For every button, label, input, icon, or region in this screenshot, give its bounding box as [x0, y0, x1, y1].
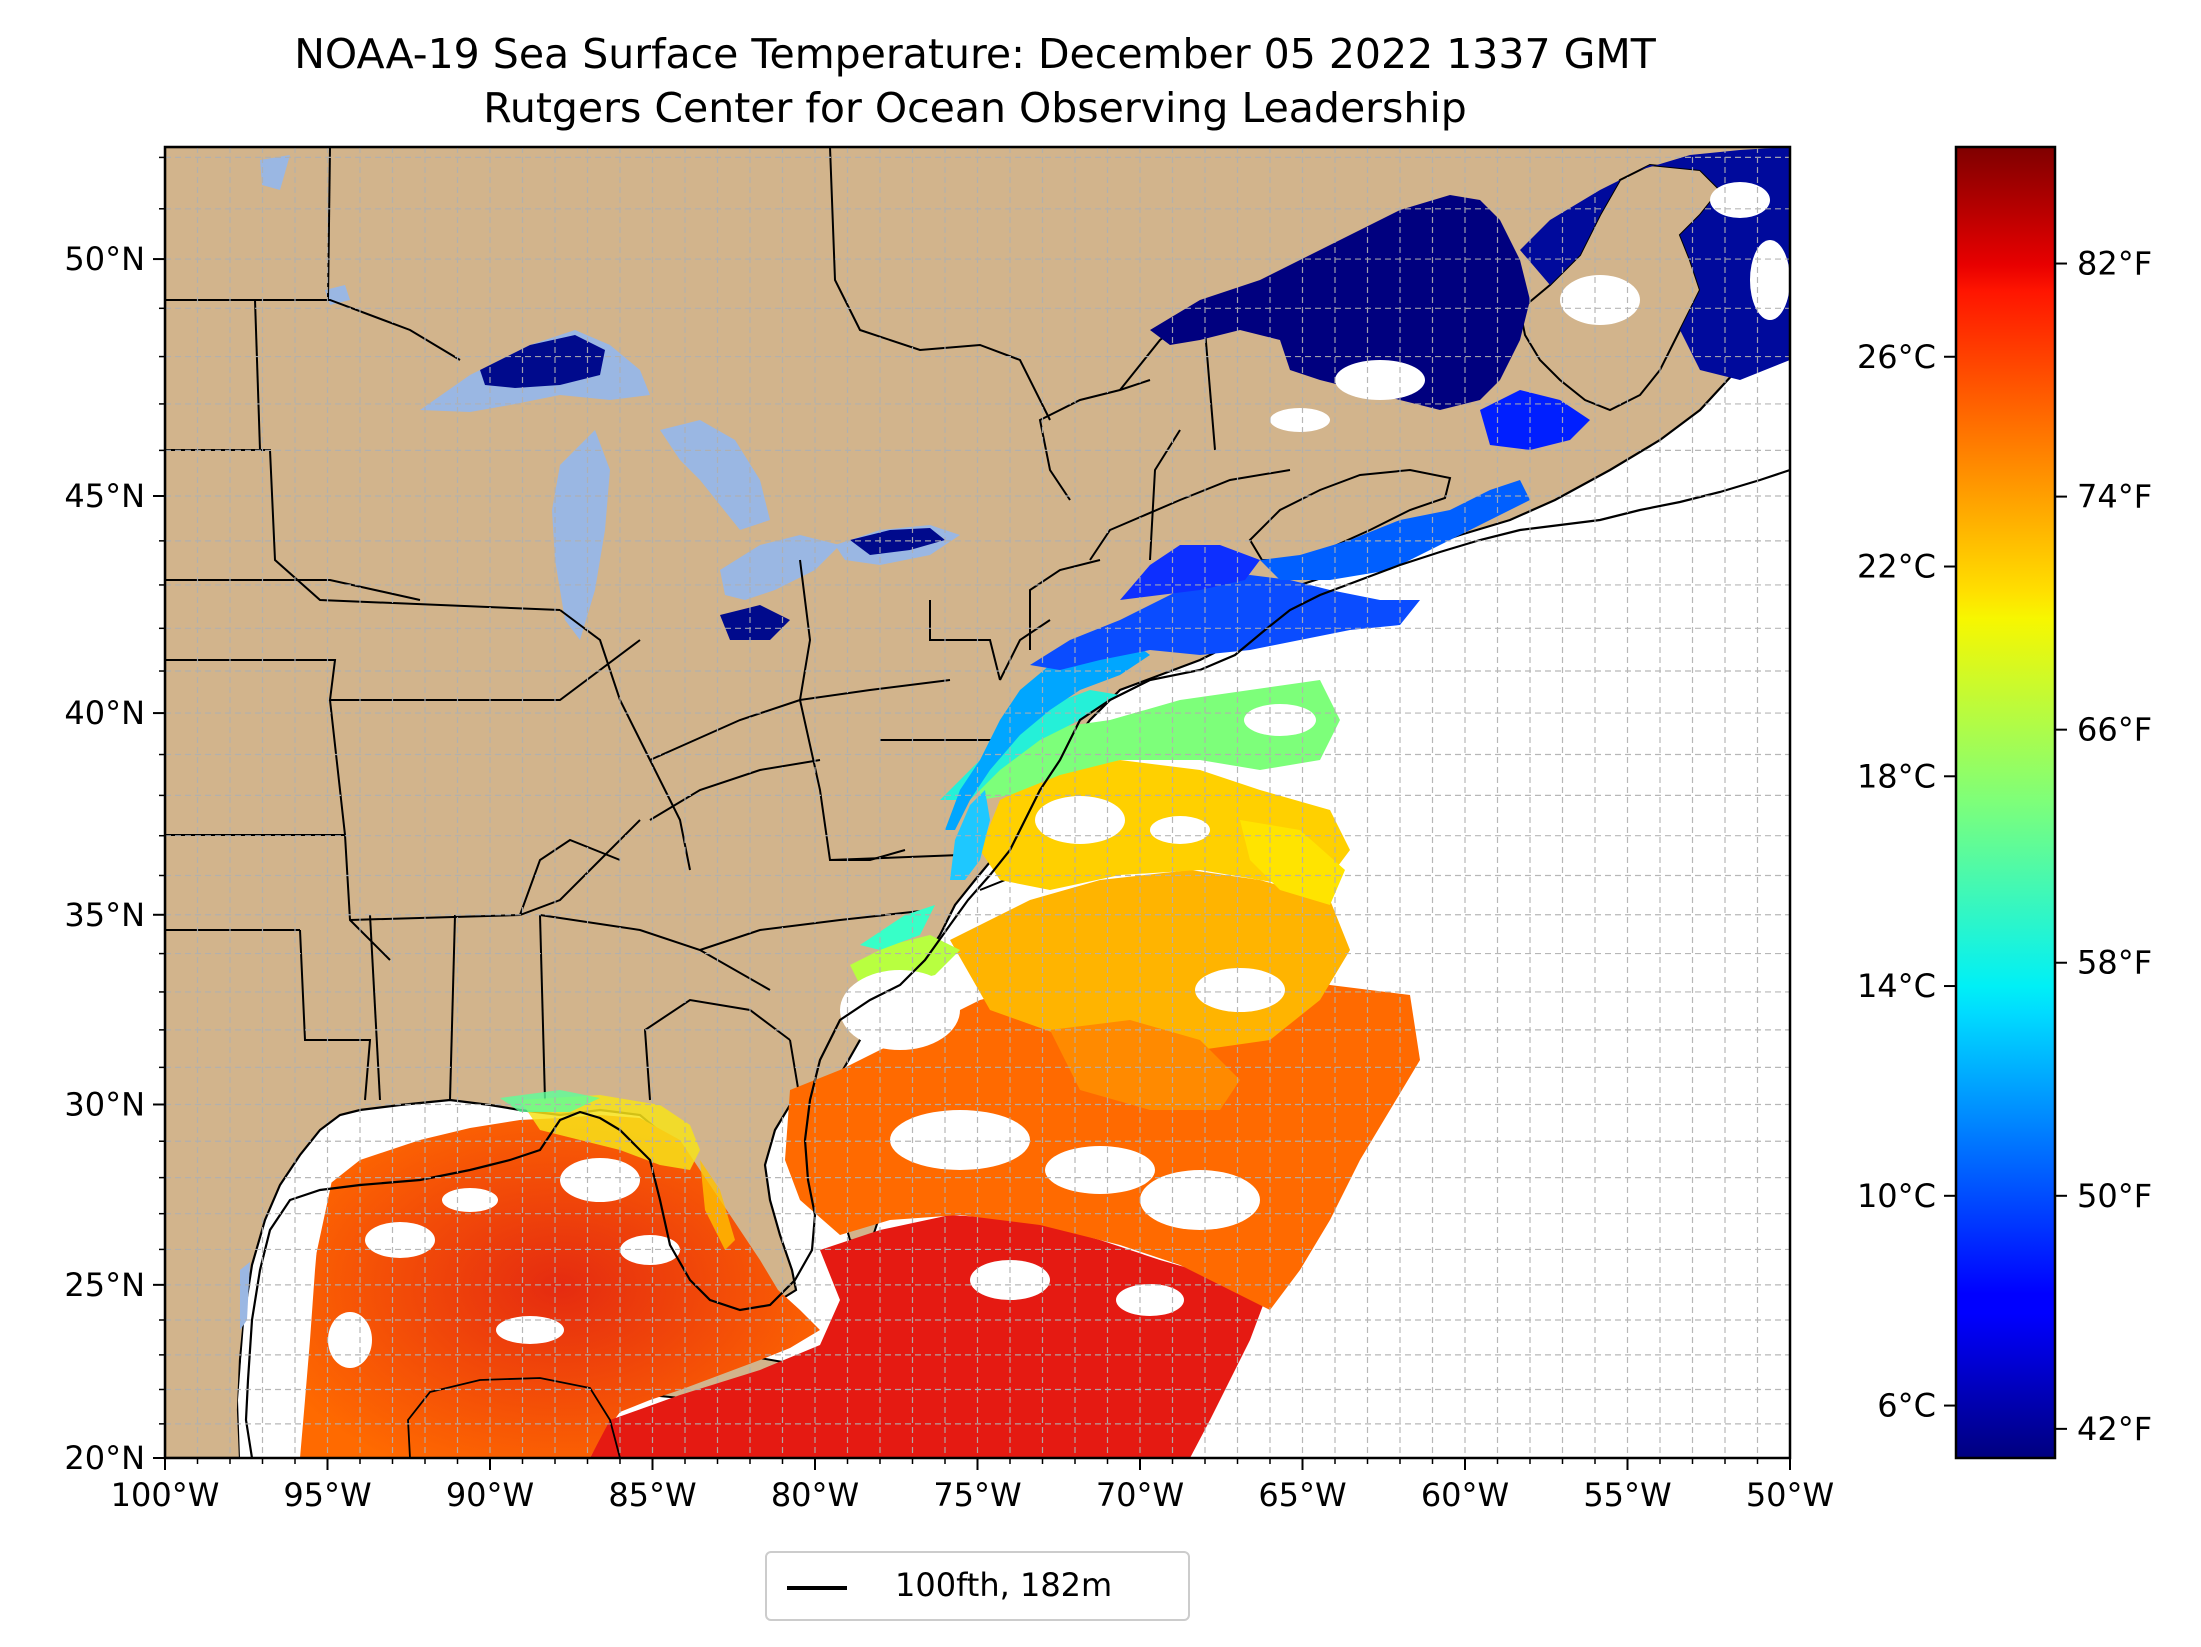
chart-title: NOAA-19 Sea Surface Temperature: Decembe…: [294, 30, 1656, 78]
fahrenheit-tick-label: 50°F: [2077, 1177, 2152, 1215]
fahrenheit-tick-label: 66°F: [2077, 711, 2152, 749]
x-tick-label: 90°W: [446, 1476, 534, 1514]
map-legend: 100fth, 182m: [765, 1551, 1190, 1621]
x-tick-label: 65°W: [1258, 1476, 1346, 1514]
y-tick-label: 45°N: [64, 477, 145, 515]
y-tick-label: 30°N: [64, 1085, 145, 1123]
y-tick-label: 25°N: [64, 1266, 145, 1304]
x-tick-label: 95°W: [283, 1476, 371, 1514]
celsius-tick-label: 18°C: [1857, 757, 1936, 795]
celsius-tick-label: 22°C: [1857, 548, 1936, 586]
celsius-tick-label: 26°C: [1857, 338, 1936, 376]
x-tick-label: 55°W: [1583, 1476, 1671, 1514]
x-tick-label: 100°W: [111, 1476, 220, 1514]
x-tick-label: 70°W: [1096, 1476, 1184, 1514]
y-tick-label: 20°N: [64, 1439, 145, 1477]
isobath-100fth: [244, 468, 1790, 1458]
map-grid: [165, 147, 1790, 1458]
celsius-tick-label: 10°C: [1857, 1177, 1936, 1215]
fahrenheit-tick-label: 82°F: [2077, 245, 2152, 283]
x-tick-label: 80°W: [771, 1476, 859, 1514]
x-tick-label: 50°W: [1746, 1476, 1834, 1514]
legend-label: 100fth, 182m: [895, 1566, 1113, 1604]
chart-subtitle: Rutgers Center for Ocean Observing Leade…: [483, 84, 1467, 132]
colorbar-gradient: [1954, 145, 2057, 1460]
isobath-100fth-caribbean: [407, 1377, 621, 1458]
great-lakes-cold-patches: [480, 335, 945, 640]
colorbar-celsius-axis: 6°C 10°C 14°C 18°C 22°C 26°C: [1857, 338, 1956, 1425]
fahrenheit-tick-label: 42°F: [2077, 1410, 2152, 1448]
fahrenheit-tick-label: 58°F: [2077, 944, 2152, 982]
y-tick-label: 50°N: [64, 240, 145, 278]
x-tick-label: 75°W: [933, 1476, 1021, 1514]
longitude-axis: 100°W 95°W 90°W 85°W 80°W 75°W 70°W 65°W 60°W 55°…: [111, 1458, 1834, 1514]
legend-line-swatch: [787, 1586, 847, 1590]
celsius-tick-label: 14°C: [1857, 967, 1936, 1005]
map-area: [165, 147, 1790, 1458]
latitude-axis: 20°N 25°N 30°N 35°N 40°N 45°N 50°N: [64, 156, 165, 1477]
celsius-tick-label: 6°C: [1877, 1387, 1936, 1425]
y-tick-label: 35°N: [64, 896, 145, 934]
sst-field: [238, 147, 1790, 1458]
colorbar-fahrenheit-axis: 42°F 50°F 58°F 66°F 74°F 82°F: [2055, 245, 2152, 1448]
y-tick-label: 40°N: [64, 694, 145, 732]
x-tick-label: 60°W: [1421, 1476, 1509, 1514]
fahrenheit-tick-label: 74°F: [2077, 478, 2152, 516]
colorbar: 6°C 10°C 14°C 18°C 22°C 26°C 42°F 50°F 58°F 66°F…: [1857, 145, 2152, 1460]
x-tick-label: 85°W: [608, 1476, 696, 1514]
